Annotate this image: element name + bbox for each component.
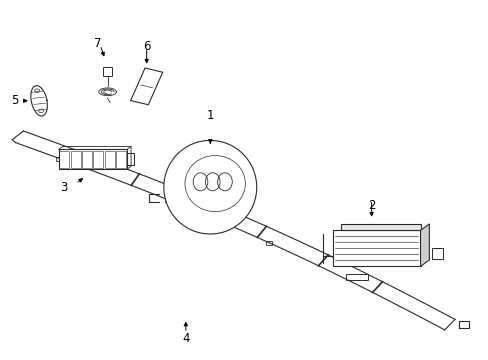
Bar [59,149,127,169]
Text: 1: 1 [206,109,214,122]
Polygon shape [420,224,428,266]
Text: 7: 7 [94,37,102,50]
Bar [93,151,103,168]
Bar [341,224,420,230]
Bar [102,67,112,76]
Text: 2: 2 [367,199,375,212]
Text: 4: 4 [182,332,189,345]
Ellipse shape [163,140,256,234]
Bar [431,248,442,259]
Bar [116,151,126,168]
Text: 3: 3 [60,181,67,194]
Text: 6: 6 [142,40,150,53]
Bar [345,274,367,280]
Bar [104,151,115,168]
Text: 5: 5 [11,94,19,107]
Bar [82,151,92,168]
Bar [70,151,81,168]
Bar [59,151,69,168]
Bar [332,230,420,266]
Bar [127,153,134,165]
